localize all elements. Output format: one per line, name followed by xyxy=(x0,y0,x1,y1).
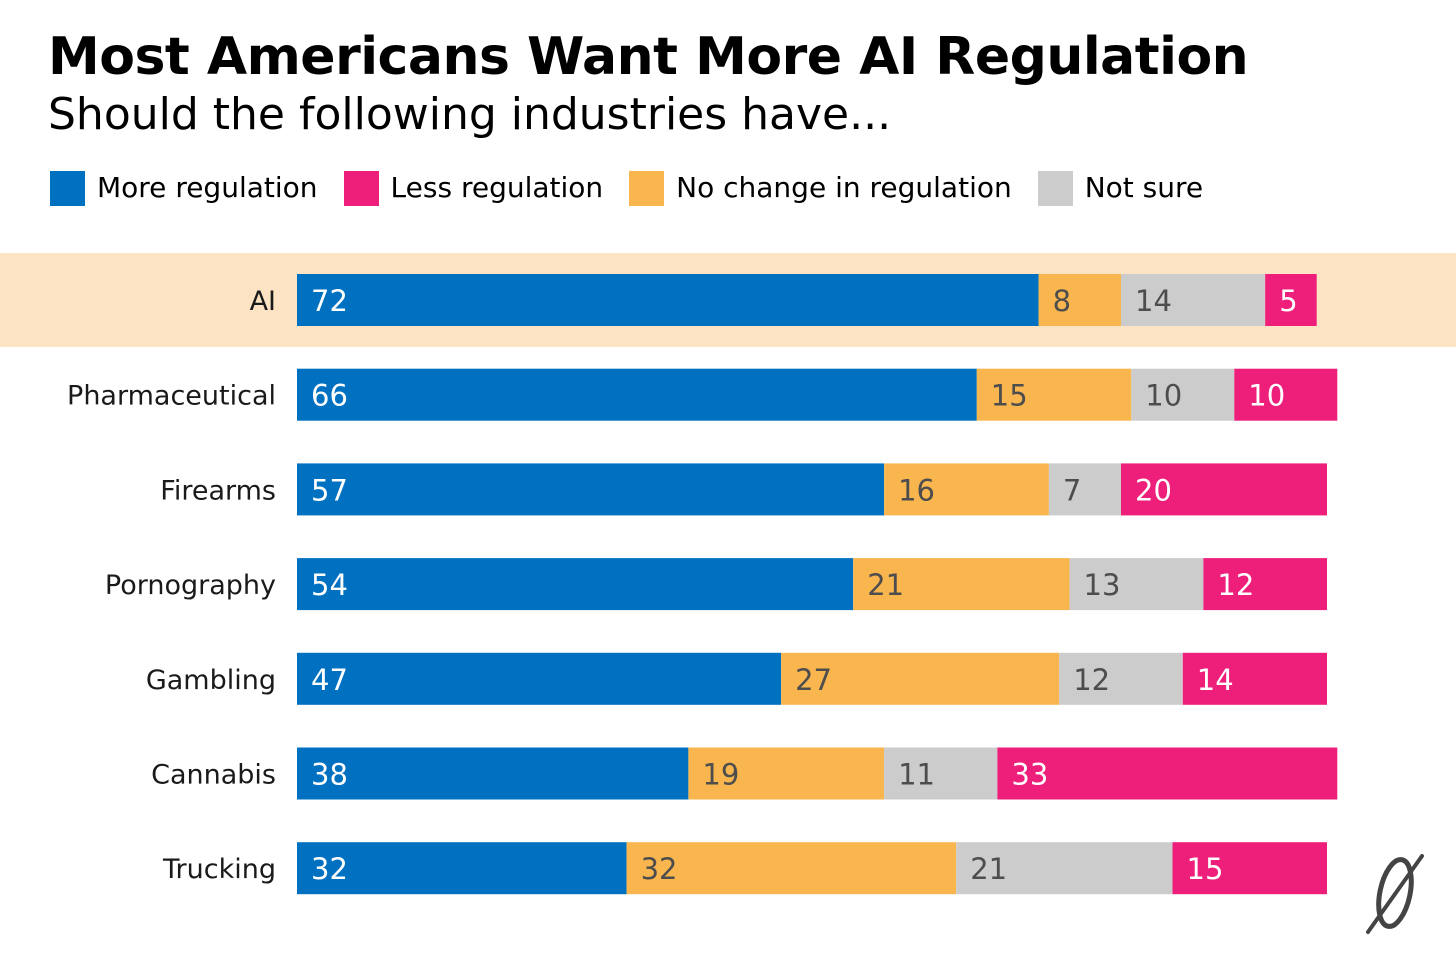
bar-cannabis-no-change-in-regulation xyxy=(688,747,885,800)
publisher-logo-icon xyxy=(1366,854,1424,934)
chart-title: Most Americans Want More AI Regulation xyxy=(48,27,1249,87)
bar-cannabis-less-regulation xyxy=(997,747,1338,800)
bar-pharmaceutical-not-sure xyxy=(1131,368,1235,421)
category-label-cannabis: Cannabis xyxy=(151,760,276,791)
value-label-cannabis-more-regulation: 38 xyxy=(311,758,348,792)
bar-trucking-less-regulation xyxy=(1172,842,1327,895)
category-label-pornography: Pornography xyxy=(105,570,276,601)
legend-label-not-sure: Not sure xyxy=(1084,171,1204,204)
bar-gambling-more-regulation xyxy=(297,652,782,705)
bar-ai-no-change-in-regulation xyxy=(1038,274,1121,326)
legend-swatch-less-regulation xyxy=(343,170,379,206)
legend-swatch-more-regulation xyxy=(50,170,85,206)
bar-firearms-more-regulation xyxy=(297,463,885,516)
category-label-pharmaceutical: Pharmaceutical xyxy=(67,381,276,412)
value-label-cannabis-less-regulation: 33 xyxy=(1011,758,1048,792)
bar-firearms-less-regulation xyxy=(1121,463,1327,516)
bar-trucking-more-regulation xyxy=(297,842,627,895)
bar-pharmaceutical-no-change-in-regulation xyxy=(976,368,1132,421)
value-label-gambling-not-sure: 12 xyxy=(1073,663,1110,697)
value-label-firearms-more-regulation: 57 xyxy=(311,473,348,507)
bar-ai-less-regulation xyxy=(1265,274,1317,326)
category-label-ai: AI xyxy=(250,286,276,317)
value-label-firearms-not-sure: 7 xyxy=(1063,473,1081,507)
bar-firearms-not-sure xyxy=(1048,463,1121,516)
value-label-gambling-less-regulation: 14 xyxy=(1197,663,1234,697)
bar-pornography-no-change-in-regulation xyxy=(853,558,1070,611)
value-label-trucking-no-change-in-regulation: 32 xyxy=(641,852,678,886)
category-label-gambling: Gambling xyxy=(146,665,276,696)
value-label-trucking-not-sure: 21 xyxy=(970,852,1007,886)
bar-pharmaceutical-less-regulation xyxy=(1234,368,1338,421)
legend-label-more-regulation: More regulation xyxy=(97,171,318,204)
value-label-pornography-no-change-in-regulation: 21 xyxy=(867,568,904,602)
legend-item-less-regulation: Less regulation xyxy=(343,170,604,206)
legend-swatch-not-sure xyxy=(1037,170,1073,206)
value-label-pharmaceutical-less-regulation: 10 xyxy=(1248,379,1285,413)
legend-item-not-sure: Not sure xyxy=(1037,170,1204,206)
bar-pornography-less-regulation xyxy=(1203,558,1327,611)
bar-gambling-not-sure xyxy=(1059,652,1183,705)
value-label-trucking-more-regulation: 32 xyxy=(311,852,348,886)
value-label-firearms-no-change-in-regulation: 16 xyxy=(898,473,935,507)
bar-cannabis-not-sure xyxy=(884,747,998,800)
bar-gambling-less-regulation xyxy=(1182,652,1327,705)
bar-gambling-no-change-in-regulation xyxy=(781,652,1060,705)
bar-cannabis-more-regulation xyxy=(297,747,689,800)
value-label-trucking-less-regulation: 15 xyxy=(1187,852,1224,886)
value-label-cannabis-not-sure: 11 xyxy=(898,758,935,792)
value-label-gambling-no-change-in-regulation: 27 xyxy=(795,663,832,697)
bar-ai-not-sure xyxy=(1121,274,1266,326)
bar-pornography-not-sure xyxy=(1069,558,1204,611)
legend-item-more-regulation: More regulation xyxy=(50,170,318,206)
category-label-firearms: Firearms xyxy=(160,475,276,506)
value-label-firearms-less-regulation: 20 xyxy=(1135,473,1172,507)
value-label-pharmaceutical-more-regulation: 66 xyxy=(311,379,348,413)
value-label-ai-less-regulation: 5 xyxy=(1279,284,1297,318)
value-label-pornography-more-regulation: 54 xyxy=(311,568,348,602)
value-label-gambling-more-regulation: 47 xyxy=(311,663,348,697)
bar-trucking-not-sure xyxy=(956,842,1173,895)
value-label-pornography-not-sure: 13 xyxy=(1084,568,1121,602)
legend-label-no-change: No change in regulation xyxy=(676,171,1012,204)
chart-legend: More regulation Less regulation No chang… xyxy=(50,168,1229,208)
value-label-pharmaceutical-no-change-in-regulation: 15 xyxy=(991,379,1028,413)
category-label-trucking: Trucking xyxy=(162,854,276,885)
value-label-pharmaceutical-not-sure: 10 xyxy=(1145,379,1182,413)
legend-swatch-no-change xyxy=(629,170,665,206)
value-label-ai-no-change-in-regulation: 8 xyxy=(1053,284,1071,318)
value-label-ai-more-regulation: 72 xyxy=(311,284,348,318)
legend-item-no-change: No change in regulation xyxy=(629,170,1012,206)
value-label-cannabis-no-change-in-regulation: 19 xyxy=(702,758,739,792)
bar-firearms-no-change-in-regulation xyxy=(884,463,1049,516)
value-label-pornography-less-regulation: 12 xyxy=(1217,568,1254,602)
bar-trucking-no-change-in-regulation xyxy=(626,842,957,895)
value-label-ai-not-sure: 14 xyxy=(1135,284,1172,318)
legend-label-less-regulation: Less regulation xyxy=(390,171,604,204)
bar-pharmaceutical-more-regulation xyxy=(297,368,977,421)
chart-subtitle: Should the following industries have... xyxy=(48,89,892,140)
bar-ai-more-regulation xyxy=(297,274,1039,326)
bar-pornography-more-regulation xyxy=(297,558,854,611)
